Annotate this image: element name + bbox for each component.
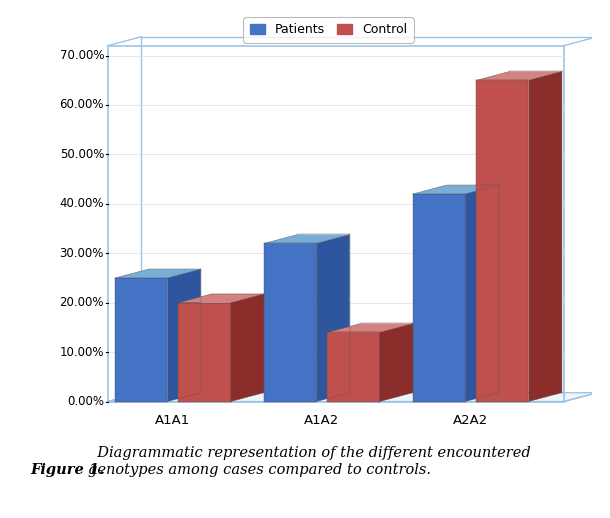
Text: 60.00%: 60.00%: [60, 98, 104, 111]
Polygon shape: [328, 323, 413, 333]
Polygon shape: [413, 194, 465, 401]
Text: A1A1: A1A1: [156, 414, 190, 427]
Polygon shape: [328, 333, 379, 401]
Text: Diagrammatic representation of the different encountered
genotypes among cases c: Diagrammatic representation of the diffe…: [88, 447, 531, 477]
Text: 20.00%: 20.00%: [60, 296, 104, 309]
Text: A2A2: A2A2: [453, 414, 489, 427]
Polygon shape: [264, 243, 316, 401]
Polygon shape: [528, 71, 562, 401]
Polygon shape: [167, 269, 201, 401]
Text: 10.00%: 10.00%: [60, 346, 104, 358]
Polygon shape: [413, 185, 498, 194]
Polygon shape: [179, 303, 231, 401]
Polygon shape: [316, 235, 350, 401]
Polygon shape: [108, 393, 597, 401]
Text: 40.00%: 40.00%: [60, 197, 104, 210]
Legend: Patients, Control: Patients, Control: [243, 17, 414, 42]
Polygon shape: [179, 294, 264, 303]
Text: 30.00%: 30.00%: [60, 247, 104, 260]
Polygon shape: [465, 185, 498, 401]
Polygon shape: [115, 269, 201, 278]
Polygon shape: [379, 323, 413, 401]
Text: 50.00%: 50.00%: [60, 148, 104, 161]
Text: Figure 1.: Figure 1.: [30, 463, 105, 477]
Polygon shape: [231, 294, 264, 401]
Polygon shape: [264, 235, 350, 243]
Polygon shape: [476, 80, 528, 401]
Text: 70.00%: 70.00%: [60, 49, 104, 62]
Polygon shape: [476, 71, 562, 80]
Text: A1A2: A1A2: [304, 414, 339, 427]
Text: 0.00%: 0.00%: [67, 395, 104, 408]
Polygon shape: [115, 278, 167, 401]
